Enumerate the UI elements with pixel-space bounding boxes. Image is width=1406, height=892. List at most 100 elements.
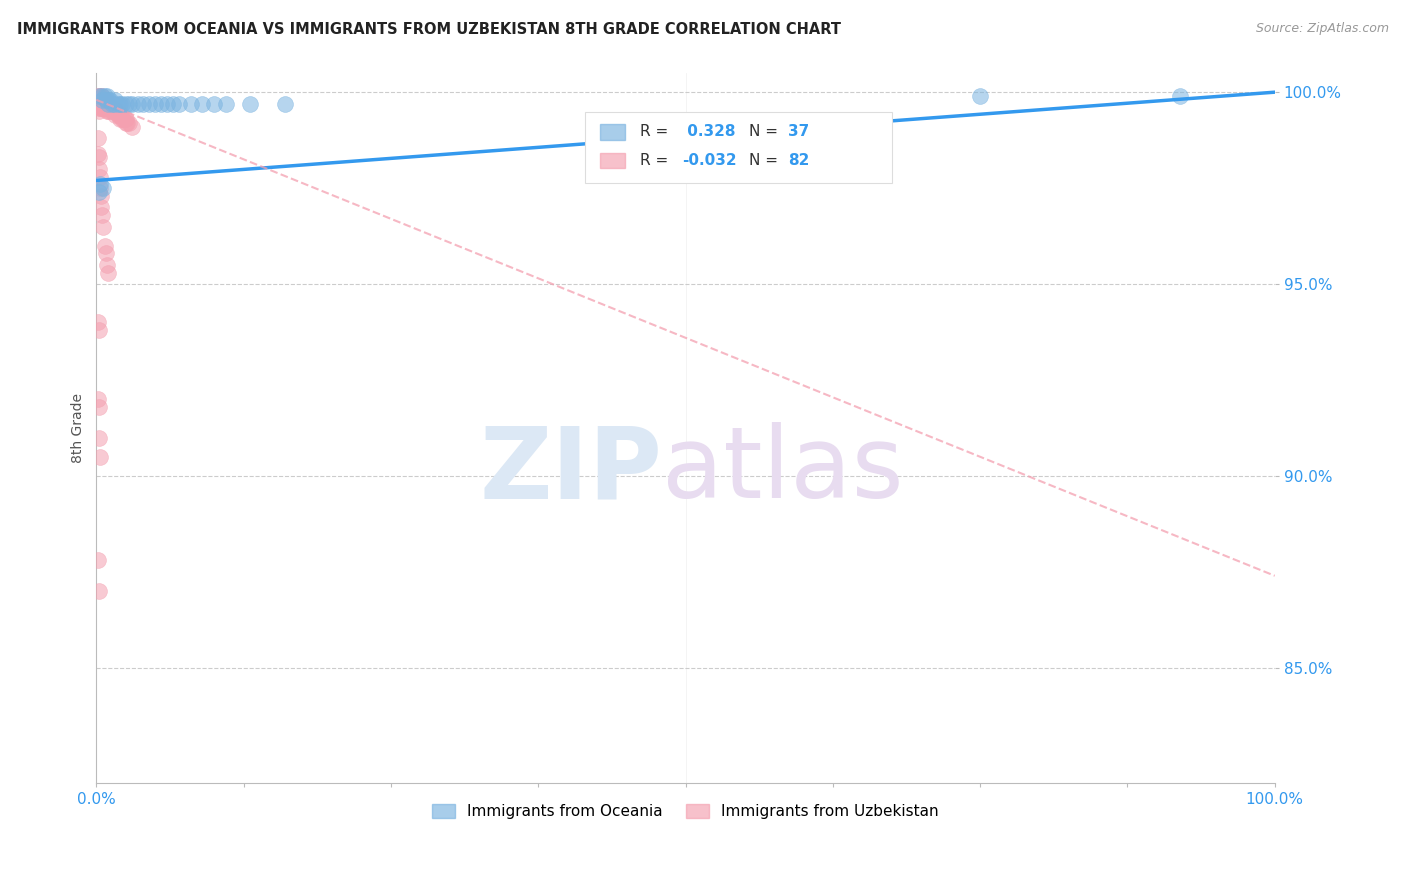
Point [90,200,112,214]
Text: 37: 37 [789,124,810,139]
Point [87,96,110,111]
Point [111,96,134,111]
Point [93,96,115,111]
Point [103,96,125,111]
Point [87,323,110,337]
Point [91,89,114,103]
Point [96,96,118,111]
Point [97,93,120,107]
Point [87,104,110,119]
Point [89,93,111,107]
Point [86,131,108,145]
Text: atlas: atlas [662,422,904,519]
Point [103,104,125,119]
Point [105,104,128,119]
Point [111,112,134,126]
Point [150,96,173,111]
Point [91,93,114,107]
Point [87,185,110,199]
Point [118,96,141,111]
Point [96,104,118,119]
Point [100,96,122,111]
Point [167,96,190,111]
Bar [599,124,626,140]
Point [107,108,129,122]
Point [101,104,124,119]
Point [86,392,108,407]
Point [112,112,135,126]
Point [97,266,120,280]
Point [114,96,136,111]
Point [107,96,129,111]
FancyBboxPatch shape [585,112,891,183]
Point [89,181,111,195]
Point [90,189,112,203]
Point [97,104,120,119]
Point [94,246,117,260]
Point [86,93,108,107]
Point [114,112,136,126]
Point [93,181,115,195]
Text: IMMIGRANTS FROM OCEANIA VS IMMIGRANTS FROM UZBEKISTAN 8TH GRADE CORRELATION CHAR: IMMIGRANTS FROM OCEANIA VS IMMIGRANTS FR… [17,22,841,37]
Point [104,108,127,122]
Text: R =: R = [640,153,672,168]
Point [91,93,114,107]
Point [100,104,122,119]
Text: 82: 82 [789,153,810,168]
Point [89,96,111,111]
Point [93,101,115,115]
Point [1170,89,1192,103]
Point [132,96,155,111]
Point [121,96,143,111]
Point [93,219,115,234]
Point [100,101,122,115]
Point [91,96,114,111]
Point [96,101,118,115]
Point [96,89,118,103]
Point [238,96,260,111]
Legend: Immigrants from Oceania, Immigrants from Uzbekistan: Immigrants from Oceania, Immigrants from… [426,797,945,825]
Point [127,96,149,111]
Point [110,108,132,122]
Point [90,96,112,111]
Point [87,89,110,103]
Point [87,584,110,599]
Point [103,101,125,115]
Point [107,104,129,119]
Text: 0.328: 0.328 [682,124,735,139]
Point [180,96,202,111]
Point [97,96,120,111]
Text: N =: N = [749,124,783,139]
Point [93,93,115,107]
Point [93,93,115,107]
Point [202,96,225,111]
Point [156,96,179,111]
Point [89,89,111,103]
Point [87,93,110,107]
Point [215,96,238,111]
Point [89,450,111,464]
Point [87,150,110,164]
Point [87,161,110,176]
Point [94,96,117,111]
Point [121,120,143,134]
Point [91,101,114,115]
Text: N =: N = [749,153,783,168]
Point [86,146,108,161]
Point [86,96,108,111]
Text: R =: R = [640,124,672,139]
Point [91,89,114,103]
Point [138,96,160,111]
Text: -0.032: -0.032 [682,153,737,168]
Point [93,89,115,103]
Text: Source: ZipAtlas.com: Source: ZipAtlas.com [1256,22,1389,36]
Point [108,108,131,122]
Point [100,101,122,115]
Point [90,89,112,103]
Point [89,169,111,184]
Point [969,89,991,103]
Point [97,96,120,111]
Point [87,400,110,414]
Point [94,93,117,107]
Bar [599,153,626,168]
